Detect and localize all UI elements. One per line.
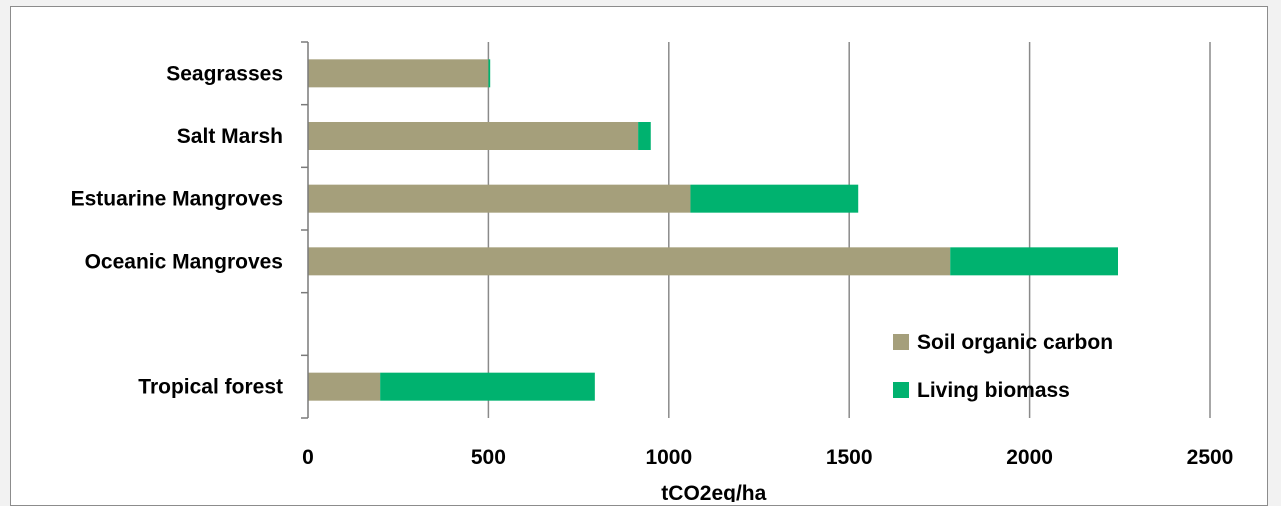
bar-oceanic-mangroves-living-biomass — [950, 247, 1118, 276]
x-tick-label: 2500 — [1187, 446, 1234, 469]
x-tick-label: 1000 — [645, 446, 692, 469]
legend-swatch — [893, 334, 909, 350]
category-label: Oceanic Mangroves — [85, 250, 283, 273]
axes — [301, 41, 309, 419]
bar-salt-marsh-living-biomass — [638, 122, 651, 150]
category-label: Estuarine Mangroves — [71, 188, 283, 211]
legend-swatch — [893, 382, 909, 398]
bars — [308, 59, 1118, 401]
bar-tropical-forest-living-biomass — [380, 372, 595, 401]
category-label: Seagrasses — [166, 62, 283, 85]
legend-label: Soil organic carbon — [917, 331, 1113, 354]
legend-label: Living biomass — [917, 379, 1070, 402]
bar-seagrasses-soil-organic-carbon — [308, 59, 489, 88]
x-tick-label: 1500 — [826, 446, 873, 469]
category-label: Salt Marsh — [177, 125, 283, 148]
x-tick-label: 2000 — [1006, 446, 1053, 469]
bar-oceanic-mangroves-soil-organic-carbon — [308, 247, 951, 276]
x-axis-title: tCO2eq/ha — [661, 482, 766, 502]
bar-estuarine-mangroves-soil-organic-carbon — [308, 184, 691, 213]
x-tick-label: 500 — [471, 446, 506, 469]
bar-estuarine-mangroves-living-biomass — [690, 184, 859, 213]
bar-seagrasses-living-biomass — [488, 59, 491, 88]
labels: Seagrasses Salt Marsh Estuarine Mangroves O… — [71, 62, 1234, 502]
legend: Soil organic carbon Living biomass — [893, 331, 1113, 402]
gridlines — [487, 42, 1211, 418]
x-tick-label: 0 — [302, 446, 314, 469]
bar-salt-marsh-soil-organic-carbon — [308, 122, 639, 150]
category-label: Tropical forest — [138, 376, 283, 399]
bar-tropical-forest-soil-organic-carbon — [308, 372, 381, 401]
